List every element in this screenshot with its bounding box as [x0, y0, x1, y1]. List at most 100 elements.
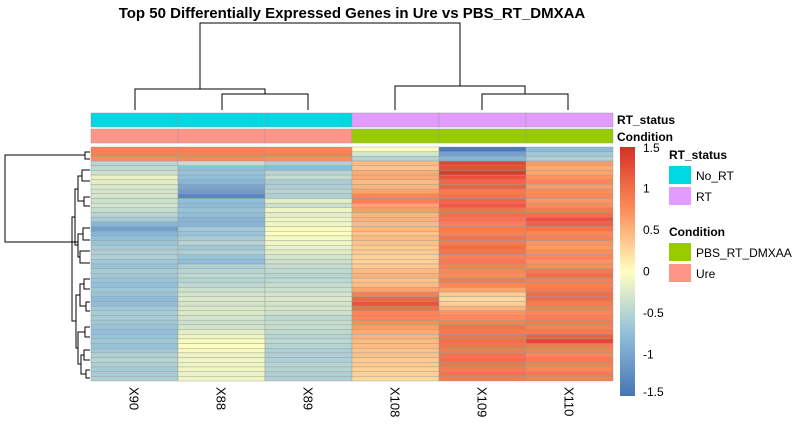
annotation-cell-rt-status-x110: [525, 112, 614, 128]
heatmap-cell: [90, 245, 179, 251]
heatmap-cell: [438, 188, 527, 194]
heatmap-cell: [351, 207, 440, 213]
heatmap-cell: [177, 254, 266, 260]
heatmap-cell: [264, 277, 353, 283]
heatmap-cell: [177, 324, 266, 330]
heatmap-cell: [264, 207, 353, 213]
heatmap-cell: [351, 338, 440, 344]
heatmap-cell: [264, 352, 353, 358]
heatmap-cell: [438, 287, 527, 293]
heatmap-cell: [90, 198, 179, 204]
heatmap-cell: [525, 188, 614, 194]
colorbar-tick-label: -1.5: [643, 385, 664, 399]
heatmap-cell: [177, 371, 266, 377]
heatmap-cell: [351, 221, 440, 227]
heatmap-cell: [90, 165, 179, 171]
heatmap-cell: [264, 343, 353, 349]
heatmap-cell: [525, 198, 614, 204]
heatmap-cell: [177, 198, 266, 204]
heatmap-cell: [177, 334, 266, 340]
heatmap-cell: [264, 231, 353, 237]
heatmap-cell: [90, 343, 179, 349]
heatmap-cell: [525, 366, 614, 372]
heatmap-cell: [438, 207, 527, 213]
heatmap-cell: [525, 338, 614, 344]
heatmap-cell: [525, 160, 614, 166]
heatmap-cell: [438, 268, 527, 274]
annotation-cell-condition-x108: [351, 128, 440, 144]
heatmap-cell: [351, 357, 440, 363]
heatmap-cell: [438, 282, 527, 288]
heatmap-cell: [90, 282, 179, 288]
heatmap-cell: [264, 273, 353, 279]
heatmap-cell: [438, 329, 527, 335]
heatmap-cell: [90, 277, 179, 283]
colorbar-tick-label: 0: [643, 265, 650, 279]
colorbar-tick-label: -1: [643, 348, 654, 362]
heatmap-cell: [438, 334, 527, 340]
heatmap-cell: [525, 151, 614, 157]
annotation-cell-rt-status-x90: [90, 112, 179, 128]
heatmap-cell: [351, 334, 440, 340]
heatmap-cell: [264, 174, 353, 180]
heatmap-cell: [351, 231, 440, 237]
legend-label-pbs-rt-dmxaa: PBS_RT_DMXAA: [696, 246, 792, 260]
heatmap-cell: [525, 305, 614, 311]
column-label-x88: X88: [214, 387, 229, 410]
heatmap-cell: [90, 235, 179, 241]
heatmap-cell: [177, 329, 266, 335]
heatmap-cell: [177, 212, 266, 218]
column-label-x89: X89: [301, 387, 316, 410]
heatmap-cell: [525, 376, 614, 382]
heatmap-cell: [264, 216, 353, 223]
heatmap-cell: [351, 212, 440, 218]
heatmap-cell: [351, 362, 440, 368]
heatmap-cell: [438, 310, 527, 316]
heatmap-cell: [90, 371, 179, 377]
heatmap-cell: [177, 362, 266, 368]
heatmap-cell: [90, 231, 179, 237]
heatmap-cell: [264, 212, 353, 218]
heatmap-cell: [264, 362, 353, 368]
heatmap-cell: [351, 371, 440, 377]
heatmap-cell: [438, 324, 527, 330]
heatmap-cell: [264, 193, 353, 199]
heatmap-cell: [177, 231, 266, 237]
heatmap-cell: [438, 165, 527, 171]
heatmap-cell: [90, 352, 179, 358]
heatmap-cell: [525, 245, 614, 251]
heatmap-cell: [177, 202, 266, 209]
colorbar-tick-label: 0.5: [643, 223, 660, 237]
heatmap-cell: [264, 296, 353, 302]
heatmap-cell: [525, 310, 614, 316]
heatmap-cell: [177, 259, 266, 265]
heatmap-cell: [438, 245, 527, 251]
heatmap-cell: [177, 245, 266, 251]
heatmap-cell: [264, 338, 353, 344]
heatmap-cell: [177, 179, 266, 185]
legend-swatch-rt: [669, 187, 691, 205]
heatmap-cell: [90, 287, 179, 293]
column-label-x109: X109: [475, 387, 490, 417]
heatmap-cell: [177, 207, 266, 213]
legend-title-condition: Condition: [669, 225, 725, 239]
heatmap-cell: [438, 296, 527, 302]
heatmap-cell: [264, 376, 353, 382]
heatmap-cell: [525, 226, 614, 232]
heatmap-cell: [438, 231, 527, 237]
heatmap-cell: [525, 263, 614, 269]
heatmap-cell: [90, 221, 179, 227]
heatmap-cell: [438, 221, 527, 227]
heatmap-cell: [351, 282, 440, 288]
heatmap-cell: [438, 212, 527, 218]
heatmap-cell: [351, 254, 440, 260]
column-labels: X90 X88 X89 X108 X109 X110: [127, 387, 577, 417]
heatmap-cell: [90, 151, 179, 157]
heatmap-cell: [264, 357, 353, 363]
heatmap-cell: [351, 249, 440, 255]
heatmap-cell: [351, 174, 440, 180]
annotation-label-condition: Condition: [617, 130, 673, 144]
heatmap-cell: [351, 352, 440, 358]
heatmap-cell: [177, 291, 266, 297]
heatmap-cell: [90, 348, 179, 354]
